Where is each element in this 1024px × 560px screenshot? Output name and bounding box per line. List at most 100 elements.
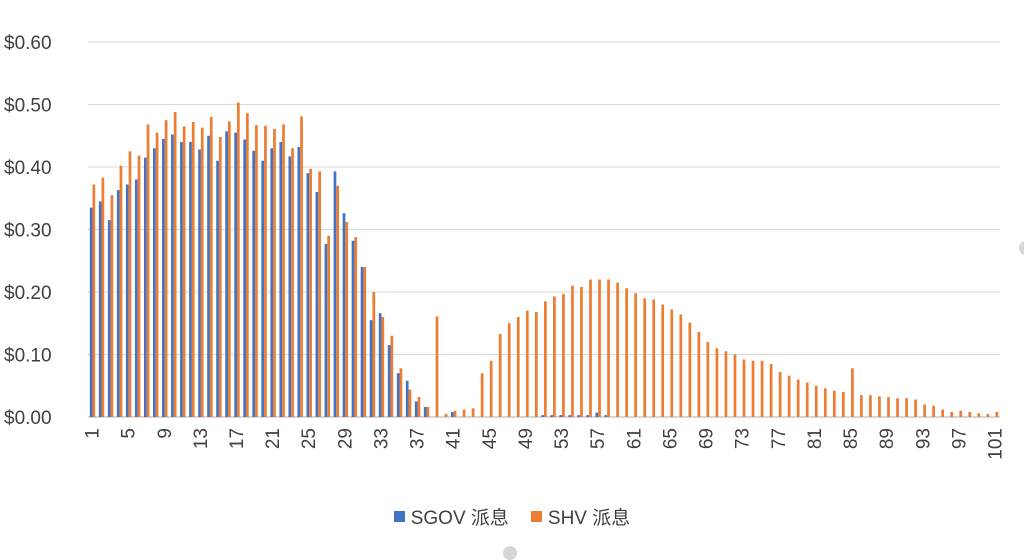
bar-sgov <box>387 345 391 418</box>
bar-sgov <box>143 157 147 418</box>
legend-swatch-shv <box>530 511 542 522</box>
bar-shv <box>950 412 954 417</box>
bar-shv <box>553 296 556 418</box>
x-tick-label: 77 <box>769 428 790 449</box>
bar-shv <box>209 117 213 417</box>
x-tick-label: 1 <box>83 428 104 439</box>
bar-shv <box>173 112 177 417</box>
bar-shv <box>634 293 638 417</box>
bar-shv <box>246 113 249 417</box>
bar-shv <box>959 410 963 417</box>
edge-handle <box>1019 241 1024 255</box>
y-tick-label: $0.20 <box>4 283 52 304</box>
bar-sgov <box>541 415 544 418</box>
x-tick-label: 53 <box>552 428 573 449</box>
bar-shv <box>670 309 674 417</box>
bar-shv <box>778 372 782 417</box>
legend-swatch-sgov <box>393 511 405 522</box>
bar-sgov <box>89 207 93 418</box>
bar-shv <box>236 102 240 418</box>
bar-sgov <box>107 220 111 418</box>
bar-shv <box>336 185 340 417</box>
bar-shv <box>291 148 294 417</box>
bar-shv <box>724 351 728 418</box>
bar-shv <box>841 392 845 417</box>
y-tick-label: $0.40 <box>4 158 52 179</box>
bar-shv <box>878 396 881 418</box>
bar-sgov <box>189 142 192 417</box>
x-tick-label: 97 <box>949 428 970 449</box>
x-tick-label: 17 <box>227 428 248 449</box>
legend-label-sgov: SGOV 派息 <box>410 508 509 529</box>
bar-sgov <box>243 139 247 417</box>
x-tick-label: 37 <box>408 428 429 449</box>
x-tick-label: 25 <box>299 428 320 449</box>
bar-shv <box>589 279 592 417</box>
bar-shv <box>426 407 430 417</box>
bar-sgov <box>360 267 364 417</box>
bar-shv <box>200 127 204 418</box>
x-tick-label: 101 <box>985 428 1006 460</box>
bar-sgov <box>369 320 373 418</box>
bar-sgov <box>252 150 256 417</box>
bar-shv <box>742 359 746 417</box>
bar-sgov <box>450 412 454 417</box>
bar-shv <box>489 360 493 417</box>
x-tick-label: 33 <box>371 428 392 449</box>
bar-shv <box>381 317 385 417</box>
bar-shv <box>562 293 565 418</box>
bar-shv <box>823 388 827 417</box>
bar-sgov <box>342 213 346 417</box>
bar-sgov <box>604 415 608 418</box>
bar-shv <box>869 395 872 418</box>
bar-shv <box>534 312 538 417</box>
y-tick-label: $0.00 <box>4 408 52 429</box>
bar-shv <box>146 124 150 417</box>
bar-shv <box>814 385 818 417</box>
bar-shv <box>643 298 647 417</box>
x-tick-label: 61 <box>624 428 645 449</box>
bar-sgov <box>288 156 292 418</box>
bar-shv <box>525 310 529 417</box>
bar-shv <box>255 125 258 418</box>
x-tick-label: 9 <box>155 428 176 439</box>
bar-shv <box>661 304 665 417</box>
bar-sgov <box>153 148 156 417</box>
bar-shv <box>453 410 457 417</box>
bar-sgov <box>315 192 319 417</box>
bar-shv <box>309 168 312 417</box>
bars <box>89 102 999 418</box>
x-tick-label: 29 <box>335 428 356 449</box>
bar-shv <box>92 184 96 417</box>
bar-sgov <box>568 415 572 418</box>
x-tick-label: 45 <box>480 428 501 449</box>
bar-shv <box>580 287 583 417</box>
bar-shv <box>218 137 222 417</box>
bar-shv <box>363 267 367 417</box>
y-tick-label: $0.50 <box>4 96 52 117</box>
bar-shv <box>941 409 945 417</box>
bar-sgov <box>116 190 120 418</box>
bar-shv <box>679 314 683 417</box>
x-tick-label: 81 <box>805 428 826 449</box>
bar-sgov <box>559 415 563 418</box>
bar-shv <box>155 132 159 417</box>
bar-sgov <box>162 138 165 418</box>
bar-shv <box>318 171 321 418</box>
bar-shv <box>300 116 303 418</box>
bar-shv <box>706 342 710 417</box>
bar-sgov <box>577 415 581 418</box>
bar-sgov <box>297 147 301 417</box>
bar-shv <box>571 285 574 417</box>
bar-shv <box>417 397 421 417</box>
bar-shv <box>625 288 628 417</box>
bar-shv <box>327 235 330 417</box>
x-tick-label: 73 <box>733 428 754 449</box>
legend-item-sgov: SGOV 派息 <box>393 503 509 530</box>
x-tick-label: 69 <box>697 428 718 449</box>
bar-sgov <box>198 149 201 417</box>
bar-sgov <box>225 131 228 418</box>
x-tick-label: 5 <box>119 428 140 439</box>
bar-shv <box>769 363 773 418</box>
